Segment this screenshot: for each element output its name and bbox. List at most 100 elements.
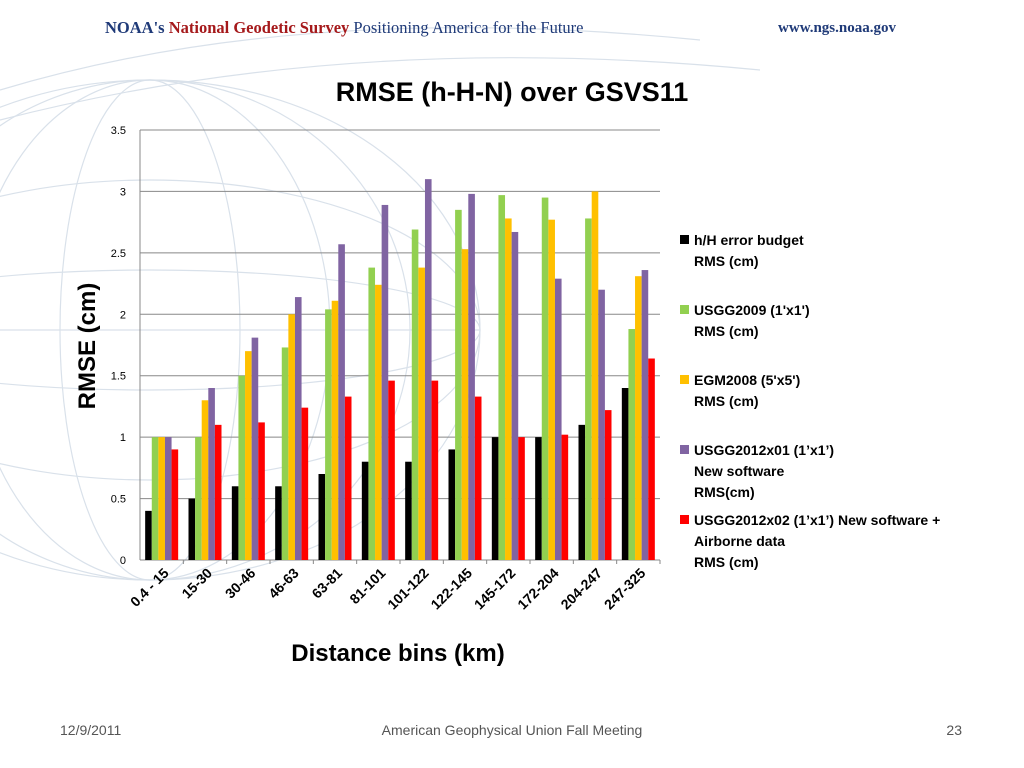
bar	[288, 314, 295, 560]
header-org-name: National Geodetic Survey	[168, 18, 350, 37]
y-tick-label: 0	[120, 555, 126, 567]
bar	[301, 407, 309, 560]
bar	[455, 209, 462, 560]
bar	[294, 297, 302, 560]
y-tick-label: 2.5	[111, 248, 126, 260]
y-tick-label: 3	[120, 186, 126, 198]
bar	[281, 347, 289, 560]
bar	[145, 510, 152, 560]
bar	[338, 244, 345, 560]
bar	[498, 195, 506, 560]
x-tick-label: 15-30	[178, 565, 215, 602]
bar	[518, 437, 525, 560]
bar	[375, 284, 382, 560]
bar	[635, 276, 642, 560]
bar	[578, 424, 586, 560]
y-tick-label: 2	[120, 309, 126, 321]
bar	[275, 486, 282, 560]
bar	[448, 449, 456, 560]
bar	[535, 437, 542, 560]
bar	[604, 410, 612, 560]
y-tick-label: 1	[120, 432, 126, 444]
bar	[548, 219, 555, 560]
bar	[361, 461, 369, 560]
legend-swatch	[680, 445, 689, 454]
x-tick-label: 0.4 - 15	[127, 565, 172, 610]
x-tick-label: 204-247	[557, 565, 605, 613]
bar	[511, 231, 519, 560]
bar	[648, 358, 655, 560]
bar	[164, 437, 172, 560]
bar	[201, 400, 209, 560]
bar	[158, 437, 165, 560]
bar	[598, 289, 605, 560]
bar	[331, 300, 339, 560]
y-tick-label: 1.5	[111, 371, 126, 383]
bar	[151, 437, 159, 560]
x-tick-label: 122-145	[427, 565, 475, 613]
bar	[325, 309, 332, 560]
chart-title: RMSE (h-H-N) over GSVS11	[335, 77, 689, 107]
legend-swatch	[680, 515, 689, 524]
footer-page-number: 23	[946, 722, 962, 738]
x-tick-label: 63-81	[308, 565, 345, 602]
footer-event: American Geophysical Union Fall Meeting	[381, 722, 643, 738]
x-tick-label: 172-204	[514, 565, 562, 613]
x-tick-label: 81-101	[346, 565, 388, 607]
bar	[431, 380, 439, 560]
bar	[411, 229, 419, 560]
bar	[381, 204, 389, 560]
legend-label: USGG2012x02 (1’x1’) New software + Airbo…	[694, 512, 941, 570]
header-org-line: NOAA's National Geodetic Survey Position…	[105, 18, 583, 38]
bar	[418, 267, 425, 560]
bar	[318, 474, 326, 560]
bar	[251, 337, 259, 560]
footer-date: 12/9/2011	[60, 722, 122, 738]
bar	[405, 461, 412, 560]
legend-label: h/H error budget RMS (cm)	[694, 232, 804, 269]
bar	[424, 179, 432, 560]
bar	[561, 434, 569, 560]
x-tick-label: 101-122	[384, 565, 432, 613]
bar	[585, 218, 592, 560]
y-tick-label: 0.5	[111, 494, 126, 506]
legend-swatch	[680, 235, 689, 244]
bar	[491, 437, 499, 560]
bar	[368, 267, 376, 560]
header-website: www.ngs.noaa.gov	[778, 20, 896, 36]
bar	[474, 396, 482, 560]
bar	[208, 388, 215, 560]
legend-label: USGG2009 (1'x1') RMS (cm)	[694, 302, 810, 339]
bar	[541, 197, 549, 561]
x-axis-label: Distance bins (km)	[291, 640, 505, 667]
legend-label: USGG2012x01 (1’x1’) New software RMS(cm)	[694, 442, 835, 500]
bar	[461, 249, 469, 560]
legend-swatch	[680, 375, 689, 384]
legend-swatch	[680, 305, 689, 314]
bar	[238, 375, 246, 560]
bar	[171, 449, 179, 560]
bar	[195, 437, 202, 560]
bar	[231, 486, 239, 560]
header-tagline: Positioning America for the Future	[353, 18, 584, 37]
slide-footer: 12/9/2011 American Geophysical Union Fal…	[0, 722, 1024, 746]
x-tick-label: 30-46	[222, 565, 259, 602]
x-tick-label: 145-172	[471, 565, 519, 613]
bar	[591, 191, 599, 560]
bar	[188, 498, 196, 560]
bar	[641, 270, 649, 560]
bar	[344, 396, 352, 560]
bar	[258, 422, 265, 560]
bar	[388, 380, 395, 560]
legend-label: EGM2008 (5'x5') RMS (cm)	[694, 372, 801, 409]
x-tick-label: 247-325	[601, 565, 649, 613]
y-tick-label: 3.5	[111, 125, 126, 137]
bar	[245, 351, 252, 560]
bar	[554, 278, 562, 560]
bar	[621, 388, 629, 560]
y-axis-label: RMSE (cm)	[74, 282, 101, 410]
header-org-prefix: NOAA's	[105, 18, 165, 37]
bar	[628, 329, 636, 560]
bar	[505, 218, 512, 560]
